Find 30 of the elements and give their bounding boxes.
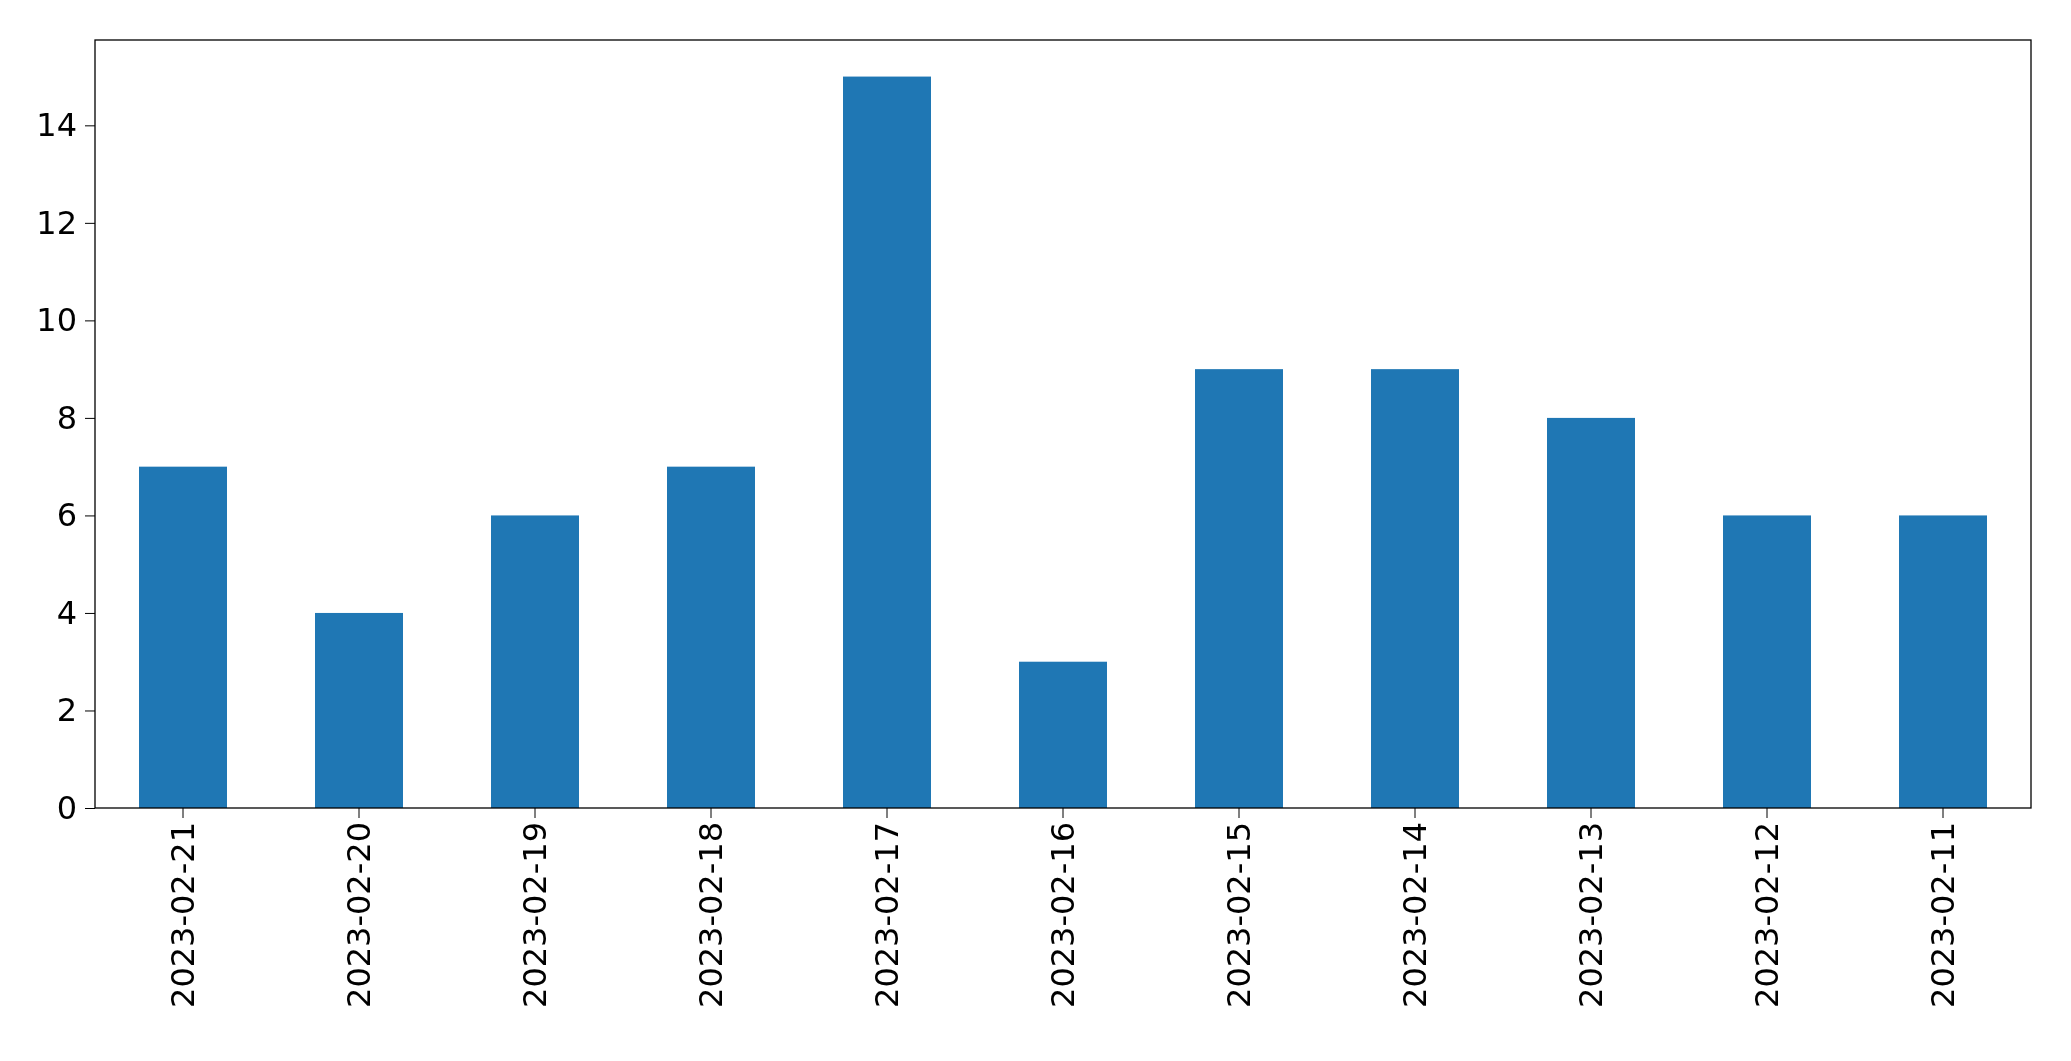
y-tick-label: 2 [56,691,77,730]
y-tick-label: 0 [56,788,77,827]
bar [843,76,931,808]
x-tick-label: 2023-02-11 [1924,822,1963,1008]
x-tick-label: 2023-02-15 [1220,822,1259,1008]
x-tick-label: 2023-02-20 [340,822,379,1008]
bar [1371,369,1459,808]
bar [139,466,227,808]
y-tick-label: 14 [36,106,77,145]
bar [491,515,579,808]
x-tick-label: 2023-02-16 [1044,822,1083,1008]
x-tick-label: 2023-02-21 [164,822,203,1008]
y-tick-label: 6 [56,496,77,535]
bar [315,612,403,808]
x-tick-label: 2023-02-14 [1396,822,1435,1008]
bar [1547,417,1635,808]
y-tick-label: 8 [56,398,77,437]
x-tick-label: 2023-02-13 [1572,822,1611,1008]
y-tick-label: 12 [36,203,77,242]
y-tick-label: 4 [56,593,77,632]
bar [1019,661,1107,808]
bar [1899,515,1987,808]
x-tick-label: 2023-02-18 [692,822,731,1008]
x-tick-label: 2023-02-12 [1748,822,1787,1008]
y-tick-label: 10 [36,301,77,340]
x-tick-label: 2023-02-19 [516,822,555,1008]
bar [1723,515,1811,808]
x-tick-label: 2023-02-17 [868,822,907,1008]
bar [667,466,755,808]
bar [1195,369,1283,808]
